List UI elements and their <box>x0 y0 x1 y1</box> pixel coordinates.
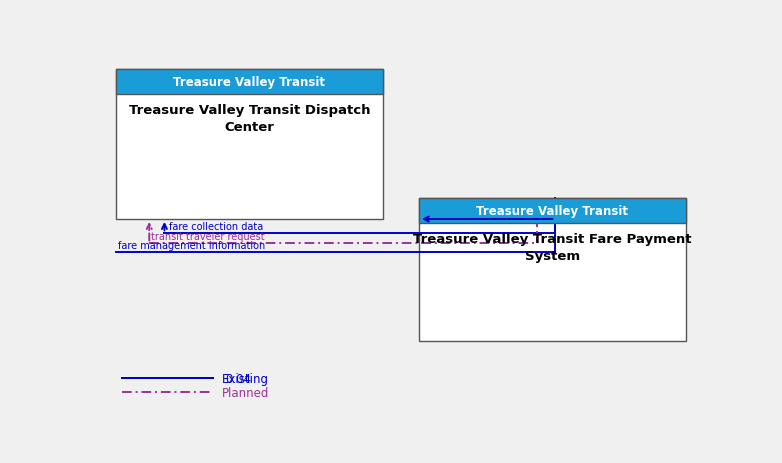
Text: Treasure Valley Transit: Treasure Valley Transit <box>174 76 325 89</box>
Text: Treasure Valley Transit Fare Payment
System: Treasure Valley Transit Fare Payment Sys… <box>413 232 691 262</box>
Text: fare management information: fare management information <box>118 241 265 250</box>
Text: transit traveler request: transit traveler request <box>151 232 265 242</box>
Bar <box>116 70 382 95</box>
Text: Treasure Valley Transit: Treasure Valley Transit <box>476 204 628 217</box>
Bar <box>419 198 686 223</box>
Text: Planned: Planned <box>222 386 269 399</box>
Text: 0.04: 0.04 <box>225 372 251 385</box>
Text: fare collection data: fare collection data <box>169 221 264 232</box>
Text: Treasure Valley Transit Dispatch
Center: Treasure Valley Transit Dispatch Center <box>128 104 370 134</box>
Text: Existing: Existing <box>222 372 269 385</box>
Bar <box>419 198 686 341</box>
Bar <box>116 70 382 219</box>
